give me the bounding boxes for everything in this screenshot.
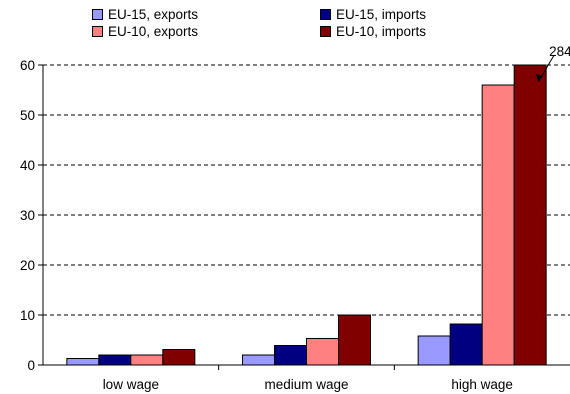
legend-label-eu10-exports: EU-10, exports (108, 24, 199, 39)
annotation-label: 284 (549, 44, 570, 59)
bar-eu-10-exports-low-wage (130, 354, 164, 366)
legend-item-eu10-imports: EU-10, imports (320, 24, 426, 39)
legend-swatch-eu15-exports (92, 9, 103, 20)
annotation-arrow-head (536, 74, 544, 82)
bar-eu-15-exports-high-wage (417, 335, 451, 366)
bar-eu-15-exports-medium-wage (242, 354, 275, 366)
legend-label-eu15-imports: EU-15, imports (336, 7, 427, 22)
bar-eu-10-imports-high-wage (513, 64, 547, 366)
legend-item-eu10-exports: EU-10, exports (92, 24, 198, 39)
y-tick-label-10: 10 (20, 308, 35, 323)
legend-label-eu15-exports: EU-15, exports (108, 7, 199, 22)
y-tick-label-30: 30 (20, 208, 35, 223)
y-tick-label-40: 40 (20, 158, 35, 173)
bar-eu-15-imports-low-wage (98, 354, 132, 366)
bar-eu-15-imports-high-wage (449, 323, 483, 366)
legend-swatch-eu10-imports (320, 26, 331, 37)
y-tick-label-50: 50 (20, 108, 35, 123)
x-tick-label-high-wage: high wage (451, 377, 513, 392)
bar-eu-15-imports-medium-wage (274, 345, 307, 366)
legend-item-eu15-imports: EU-15, imports (320, 7, 426, 22)
chart-legend: EU-15, exports EU-10, exports EU-15, imp… (92, 7, 472, 43)
bar-eu-10-imports-low-wage (162, 349, 196, 366)
legend-swatch-eu15-imports (320, 9, 331, 20)
legend-swatch-eu10-exports (92, 26, 103, 37)
bar-eu-10-imports-medium-wage (338, 314, 371, 366)
x-tick-label-medium-wage: medium wage (264, 377, 348, 392)
bar-eu-10-exports-medium-wage (306, 338, 339, 366)
y-tick-label-20: 20 (20, 258, 35, 273)
legend-item-eu15-exports: EU-15, exports (92, 7, 198, 22)
bar-eu-10-exports-high-wage (481, 84, 515, 366)
y-tick-label-60: 60 (20, 58, 35, 73)
x-tick-label-low-wage: low wage (103, 377, 159, 392)
y-tick-label-0: 0 (27, 358, 35, 373)
legend-label-eu10-imports: EU-10, imports (336, 24, 427, 39)
bar-eu-15-exports-low-wage (66, 358, 100, 366)
